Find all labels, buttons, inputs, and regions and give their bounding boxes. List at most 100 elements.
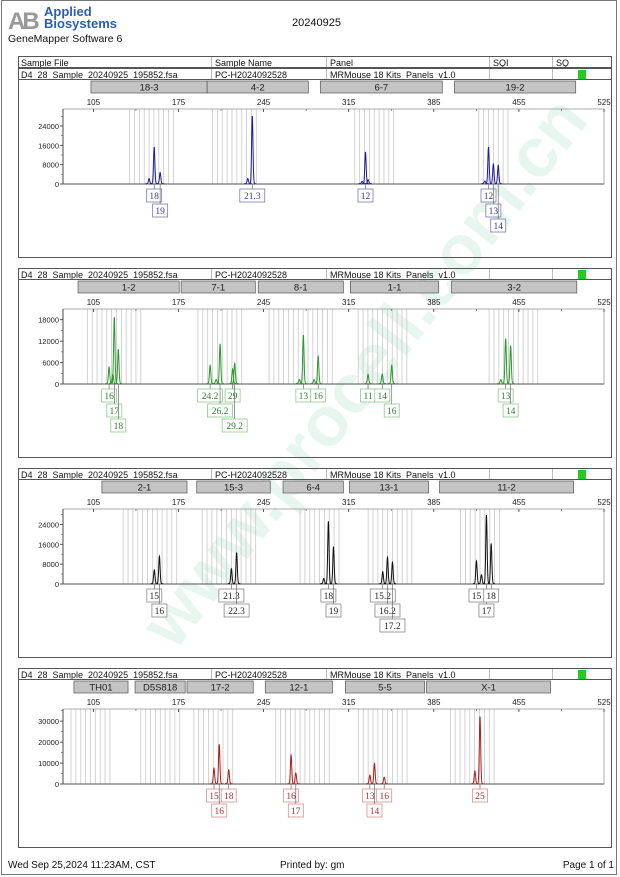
allele-call-label: 29	[224, 388, 241, 403]
column-sqi: SQI	[490, 57, 553, 67]
locus-marker-3-2: 3-2	[451, 280, 578, 294]
allele-call-label: 16	[101, 388, 117, 403]
electropherogram-plot: 1-2 7-1 8-1 1-1 3-2 105 175 245 315 385 455 525 0 600…	[38, 280, 611, 433]
peak-allele-11	[364, 373, 372, 385]
x-tick-label: 525	[597, 298, 611, 307]
locus-bar	[180, 280, 256, 294]
sq-pass-icon	[578, 670, 586, 679]
stutter-peak	[295, 378, 304, 385]
x-tick-label: 105	[87, 298, 101, 307]
x-tick-label: 105	[87, 498, 101, 507]
allele-call-label: 16	[376, 788, 393, 803]
allele-label-text: 18	[149, 192, 159, 202]
y-tick-label: 8000	[42, 560, 59, 569]
sqi-value	[490, 269, 553, 279]
peak-allele-18	[324, 521, 333, 585]
allele-label-box	[220, 788, 237, 803]
locus-label: X-1	[481, 683, 496, 694]
locus-bar	[349, 280, 440, 294]
allele-call-label: 14	[374, 388, 391, 403]
allele-label-text: 29	[228, 392, 238, 402]
peak-allele-13	[299, 334, 308, 385]
x-tick-label: 455	[512, 698, 526, 707]
allele-label-text: 18	[486, 592, 496, 602]
allele-label-text: 14	[506, 407, 516, 417]
peak-allele-16	[155, 554, 164, 585]
peak-allele-25	[476, 716, 484, 785]
allele-label-text: 13	[489, 207, 499, 217]
allele-label-box	[151, 603, 168, 618]
peak-allele-18	[225, 768, 233, 785]
sq-indicator	[553, 669, 612, 679]
sample-row[interactable]: D4_28_Sample_20240925_195852.fsa PC-H202…	[18, 68, 612, 80]
allele-label-box	[239, 188, 266, 203]
allele-label-box	[320, 588, 337, 603]
allele-label-box	[221, 418, 248, 433]
locus-marker-19-2: 19-2	[454, 80, 577, 94]
allele-label-text: 14	[378, 392, 388, 402]
sq-pass-icon	[578, 270, 586, 279]
y-tick-label: 24000	[38, 122, 59, 131]
peak-allele-17	[292, 772, 300, 785]
sample-name: PC-H2024092528	[212, 469, 327, 479]
x-tick-label: 315	[342, 498, 356, 507]
allele-call-label: 26.2	[207, 403, 233, 418]
locus-marker-1-1: 1-1	[349, 280, 440, 294]
electropherogram-plot: 18-3 4-2 6-7 19-2 105 175 245 315 385 455 525 0 8000…	[38, 80, 611, 233]
sq-indicator	[553, 469, 612, 479]
allele-call-label: 16.2	[374, 603, 401, 618]
allele-label-box	[490, 218, 507, 233]
allele-call-label: 19	[152, 203, 169, 218]
x-tick-label: 175	[172, 298, 186, 307]
electropherogram-plot: TH01 D5S818 17-2 12-1 5-5 X-1 105 175 245 315 385 4…	[38, 680, 611, 818]
allele-label-box	[211, 803, 228, 818]
peak-allele-18	[487, 543, 495, 585]
sample-row[interactable]: D4_28_Sample_20240925_195852.fsa PC-H202…	[18, 468, 612, 480]
locus-label: 3-2	[507, 283, 521, 294]
locus-label: 2-1	[138, 483, 152, 494]
x-tick-label: 105	[87, 698, 101, 707]
allele-label-text: 24.2	[202, 392, 219, 402]
allele-call-label: 15	[146, 588, 163, 603]
y-tick-label: 24000	[38, 520, 59, 529]
locus-bar	[426, 680, 551, 694]
locus-marker-12-1: 12-1	[264, 680, 333, 694]
allele-label-text: 29.2	[226, 422, 243, 432]
allele-label-text: 26.2	[212, 407, 229, 417]
print-datetime: Wed Sep 25,2024 11:23AM, CST	[8, 860, 156, 871]
allele-label-text: 19	[155, 207, 165, 217]
peak-allele-17.2	[388, 560, 397, 585]
allele-label-box	[478, 603, 495, 618]
locus-label: 1-2	[122, 283, 136, 294]
locus-label: 6-7	[374, 83, 388, 94]
x-tick-label: 315	[342, 98, 356, 107]
allele-label-text: 22.3	[228, 607, 245, 617]
allele-label-box	[480, 188, 497, 203]
sample-row[interactable]: D4_28_Sample_20240925_195852.fsa PC-H202…	[18, 668, 612, 680]
x-tick-label: 385	[427, 698, 441, 707]
x-tick-label: 455	[512, 298, 526, 307]
peak-allele-19	[329, 546, 338, 585]
x-tick-label: 175	[172, 98, 186, 107]
x-tick-label: 175	[172, 698, 186, 707]
locus-marker-4-2: 4-2	[206, 80, 309, 94]
plot-frame	[62, 508, 605, 585]
locus-label: 4-2	[251, 83, 265, 94]
peak-allele-15	[210, 767, 218, 785]
allele-label-box	[152, 203, 169, 218]
locus-bar	[264, 680, 333, 694]
allele-label-text: 19	[329, 607, 339, 617]
allele-call-label: 18	[220, 788, 237, 803]
sample-row[interactable]: D4_28_Sample_20240925_195852.fsa PC-H202…	[18, 268, 612, 280]
allele-label-text: 25	[475, 792, 485, 802]
allele-label-box	[357, 188, 374, 203]
allele-label-box	[383, 403, 400, 418]
allele-label-text: 16	[214, 807, 224, 817]
y-tick-label: 30000	[38, 717, 59, 726]
sqi-value	[490, 669, 553, 679]
y-tick-label: 12000	[38, 337, 59, 346]
stutter-peak	[364, 179, 372, 185]
allele-label-text: 16	[379, 792, 389, 802]
locus-label: 1-1	[388, 283, 402, 294]
x-tick-label: 245	[257, 498, 271, 507]
